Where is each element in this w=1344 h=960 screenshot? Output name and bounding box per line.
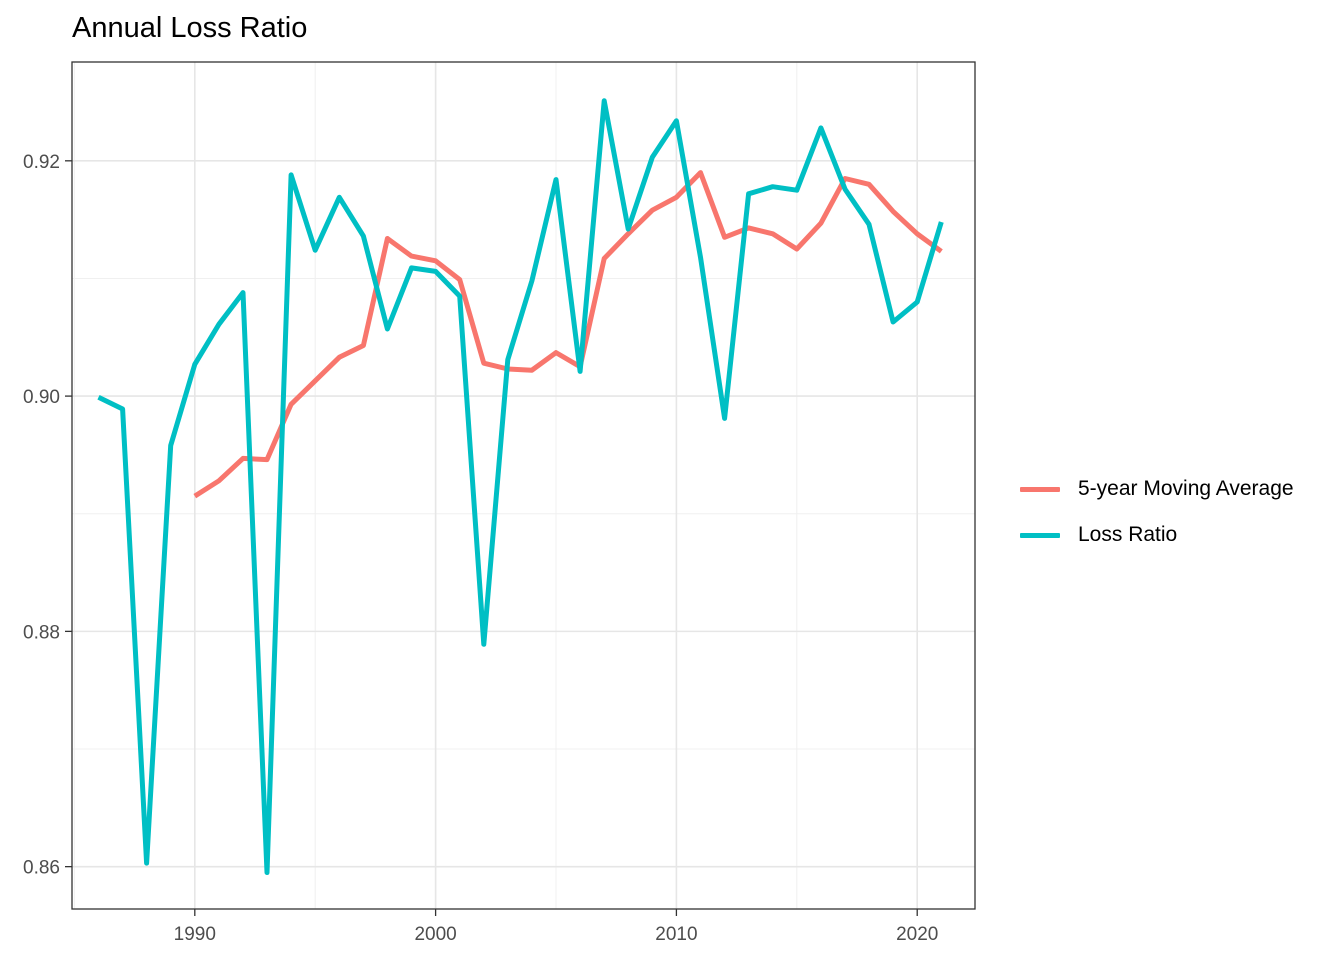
y-tick-label: 0.86 (23, 858, 60, 879)
plot-background (72, 62, 975, 909)
legend-label-moving-average: 5-year Moving Average (1078, 477, 1294, 500)
y-tick-label: 0.90 (23, 387, 60, 408)
series-line-loss-ratio (97, 98, 944, 875)
x-tick-label: 2010 (655, 924, 697, 945)
series-layer (97, 98, 944, 875)
x-tick-label: 1990 (174, 924, 216, 945)
series-line-5-year-moving-average (193, 170, 943, 499)
y-axis: 0.86 0.88 0.90 0.92 (23, 152, 72, 879)
chart-title: Annual Loss Ratio (72, 12, 308, 44)
legend-item-loss-ratio: Loss Ratio (1020, 512, 1294, 558)
x-tick-label: 2000 (414, 924, 456, 945)
legend-key-loss-ratio (1020, 532, 1060, 538)
legend: 5-year Moving Average Loss Ratio (1020, 466, 1294, 558)
y-tick-label: 0.88 (23, 622, 60, 643)
plot-border (71, 61, 976, 910)
x-tick-label: 2020 (896, 924, 938, 945)
legend-label-loss-ratio: Loss Ratio (1078, 523, 1178, 546)
minor-gridlines (72, 62, 975, 909)
legend-key-moving-average (1020, 486, 1060, 492)
major-gridlines (72, 62, 975, 909)
legend-item-moving-average: 5-year Moving Average (1020, 466, 1294, 512)
y-tick-label: 0.92 (23, 152, 60, 173)
x-axis: 1990 2000 2010 2020 (174, 909, 938, 945)
